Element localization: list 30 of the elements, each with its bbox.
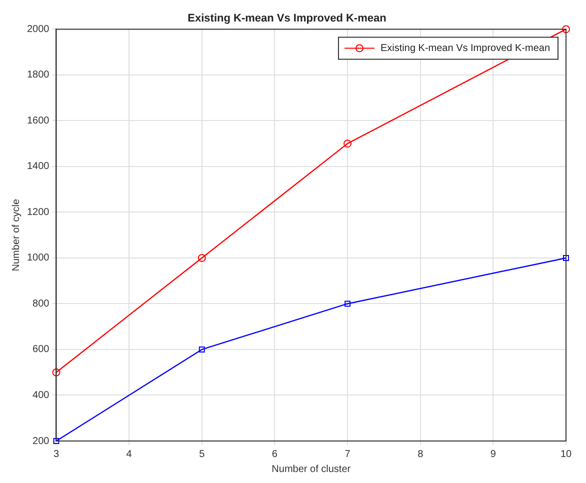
point bbox=[52, 368, 60, 376]
point bbox=[198, 346, 205, 352]
x-tick-label: 5 bbox=[199, 448, 206, 460]
point bbox=[344, 140, 352, 148]
y-tick-label: 1800 bbox=[26, 70, 50, 81]
x-tick-label: 10 bbox=[560, 448, 572, 460]
x-tick-label: 6 bbox=[272, 448, 278, 460]
x-tick-label: 4 bbox=[126, 448, 132, 460]
x-axis-title: Number of cluster bbox=[272, 464, 352, 475]
y-tick-label: 1200 bbox=[26, 206, 50, 218]
y-tick-label: 2000 bbox=[26, 24, 50, 35]
y-tick-label: 1400 bbox=[26, 161, 50, 172]
point bbox=[198, 254, 206, 262]
x-tick-label: 7 bbox=[344, 448, 351, 460]
legend-label: Existing K-mean Vs Improved K-mean bbox=[380, 42, 550, 54]
x-tick-label: 3 bbox=[53, 448, 60, 460]
point bbox=[53, 438, 60, 444]
y-tick-label: 1000 bbox=[26, 252, 50, 264]
x-tick-label: 8 bbox=[418, 448, 424, 460]
y-tick-label: 200 bbox=[32, 436, 50, 447]
chart-title: Existing K-mean Vs Improved K-mean bbox=[188, 12, 387, 25]
point bbox=[344, 300, 351, 307]
y-tick-label: 600 bbox=[32, 344, 50, 356]
point bbox=[562, 25, 570, 34]
y-tick-label: 400 bbox=[32, 390, 50, 401]
y-tick-label: 800 bbox=[32, 298, 50, 310]
point bbox=[563, 255, 569, 261]
x-tick-label: 9 bbox=[490, 448, 496, 460]
y-tick-label: 1600 bbox=[26, 115, 50, 126]
y-axis-title: Number of cycle bbox=[10, 198, 22, 272]
